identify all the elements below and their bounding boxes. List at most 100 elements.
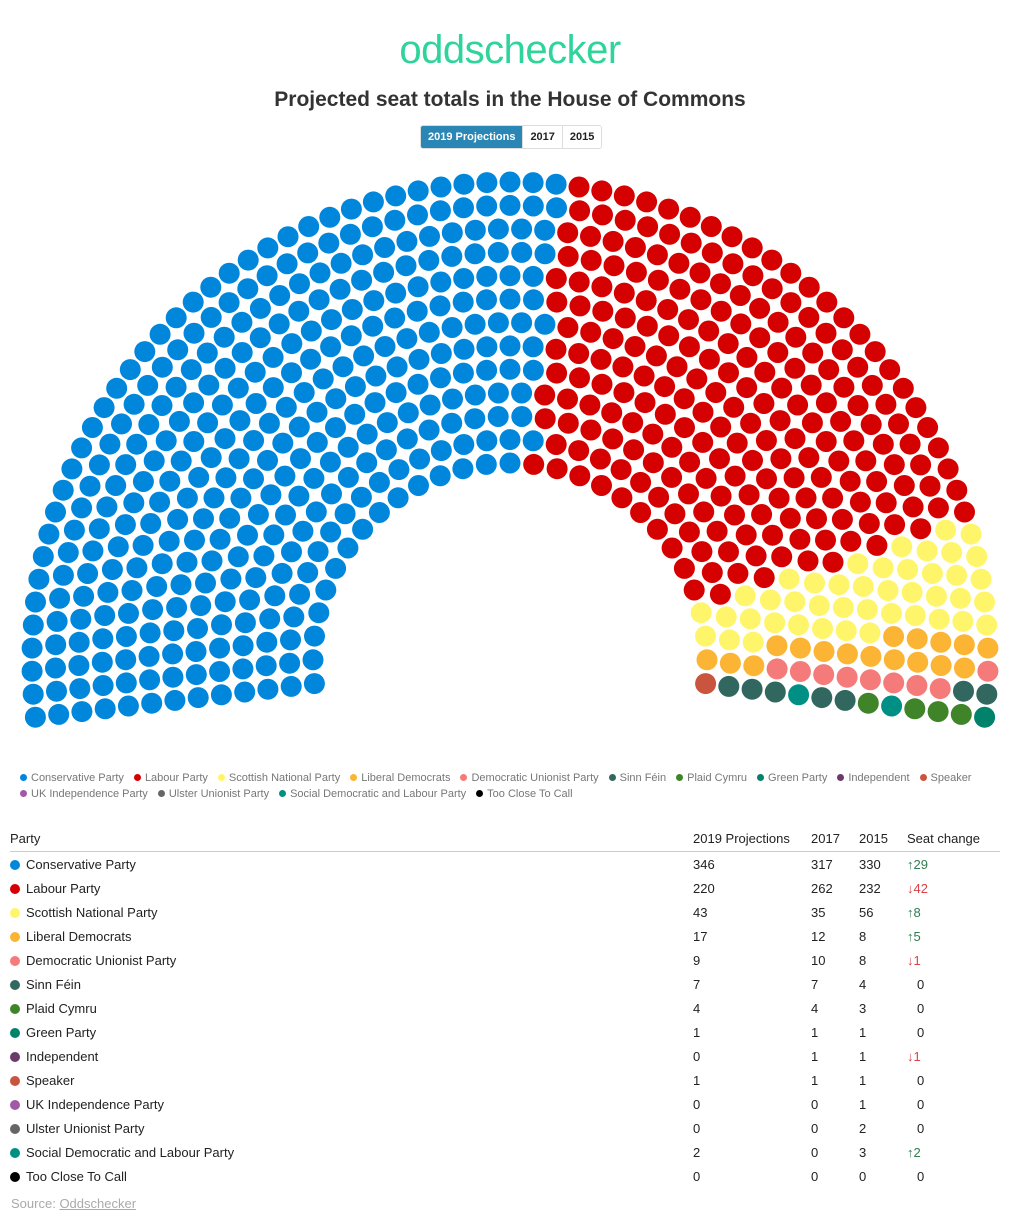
table-row: Too Close To Call 0 0 0 0	[10, 1164, 1000, 1188]
seat	[280, 675, 302, 697]
seat	[166, 597, 188, 618]
seat	[636, 191, 658, 213]
seat	[902, 496, 924, 518]
year-tab[interactable]: 2019 Projections	[421, 126, 523, 148]
seat-count: 7	[811, 976, 819, 992]
seat	[927, 497, 949, 519]
seat	[94, 698, 116, 720]
seat-change: ↓1	[907, 1044, 1000, 1068]
seat	[249, 297, 271, 319]
seat	[376, 412, 398, 434]
seat	[61, 458, 83, 480]
party-cell: Democratic Unionist Party	[10, 948, 693, 972]
seat	[883, 454, 905, 476]
seat	[883, 626, 905, 647]
seat-change-value: ↓1	[907, 952, 921, 968]
seat	[816, 291, 838, 313]
seat	[831, 339, 853, 361]
seat-count: 0	[811, 1120, 819, 1136]
seat	[741, 678, 763, 700]
hemicycle	[21, 171, 999, 728]
seat	[722, 253, 744, 275]
seat	[325, 417, 346, 439]
seat	[723, 396, 745, 418]
year-tab[interactable]: 2015	[561, 126, 602, 148]
seat	[780, 262, 802, 284]
column-header: 2015	[859, 828, 907, 852]
seat	[718, 675, 740, 697]
seat	[950, 703, 972, 725]
seat	[245, 567, 267, 589]
seat-count: 35	[811, 904, 826, 920]
seat	[798, 447, 820, 469]
seat	[441, 412, 463, 434]
seat	[835, 620, 857, 642]
seat	[789, 637, 811, 659]
seat-count: 0	[693, 1120, 701, 1136]
seat	[683, 579, 705, 601]
seat	[767, 342, 789, 363]
source-link[interactable]: Oddschecker	[59, 1196, 137, 1211]
seat	[373, 261, 395, 283]
seat	[151, 395, 173, 416]
seat	[319, 206, 341, 228]
seat	[306, 401, 328, 423]
seat	[695, 625, 716, 647]
seat	[464, 243, 486, 265]
seat	[321, 483, 342, 505]
seat	[209, 637, 231, 659]
seat	[623, 439, 645, 461]
table-row: Plaid Cymru 4 4 3 0	[10, 996, 1000, 1020]
seat	[137, 374, 159, 396]
seat-change-value: 0	[917, 1000, 925, 1016]
seat	[275, 504, 296, 526]
seat	[756, 468, 777, 490]
legend-item: Liberal Democrats	[350, 771, 450, 784]
seat	[836, 666, 858, 688]
seat	[784, 357, 806, 379]
seat	[810, 466, 832, 488]
seat	[849, 491, 871, 513]
seat	[228, 448, 250, 470]
party-name: UK Independence Party	[26, 1096, 165, 1112]
seat	[742, 631, 764, 653]
seat	[134, 341, 156, 363]
seat	[904, 698, 926, 720]
seat	[142, 599, 164, 621]
seat	[132, 534, 154, 556]
seat	[701, 562, 723, 583]
seat	[139, 669, 161, 691]
seat	[232, 658, 254, 680]
seat	[630, 471, 652, 493]
seat	[719, 629, 740, 651]
seat	[321, 309, 342, 331]
seat	[237, 249, 259, 271]
seat	[356, 452, 378, 474]
seat	[602, 428, 624, 450]
seat	[293, 382, 315, 403]
party-cell: Sinn Féin	[10, 972, 693, 996]
seat	[138, 414, 160, 435]
seat	[193, 508, 214, 530]
year-tab[interactable]: 2017	[522, 126, 562, 148]
seat-count: 346	[693, 856, 715, 872]
seat	[784, 591, 806, 613]
seat	[833, 376, 855, 398]
seat	[534, 219, 556, 241]
seat	[337, 466, 359, 488]
seat	[804, 572, 825, 594]
seat	[312, 368, 334, 390]
legend-item: Green Party	[757, 771, 827, 784]
seat	[111, 413, 132, 435]
seat	[784, 428, 806, 450]
seat	[718, 362, 739, 384]
legend-label: Speaker	[930, 771, 972, 784]
seat	[165, 307, 187, 329]
seat-change: 0	[907, 1020, 1000, 1044]
seat	[568, 343, 590, 364]
seat	[591, 276, 613, 298]
party-dot	[10, 1075, 20, 1086]
seat	[476, 430, 498, 452]
seat	[234, 612, 256, 634]
